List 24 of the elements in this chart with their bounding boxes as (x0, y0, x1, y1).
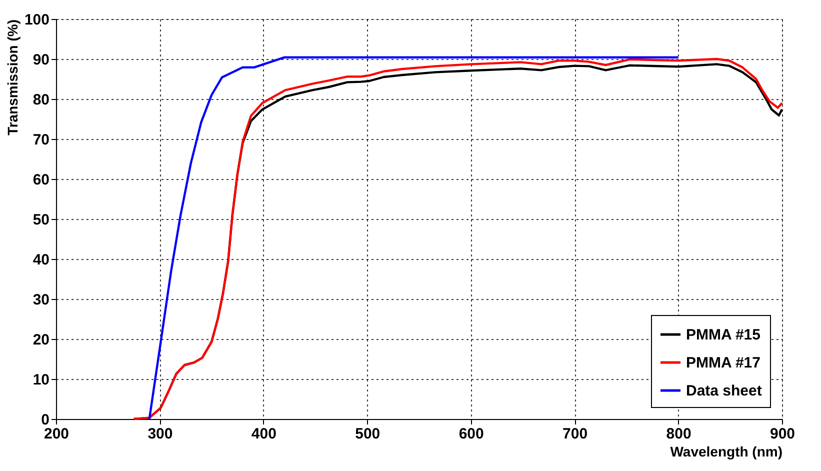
x-axis-title: Wavelength (nm) (670, 444, 782, 460)
y-tick-label: 90 (32, 52, 50, 68)
y-tick-label: 60 (32, 172, 50, 188)
legend-label: Data sheet (686, 382, 762, 400)
x-tick-label: 400 (251, 426, 276, 442)
y-tick-label: 20 (32, 332, 50, 348)
y-tick-label: 30 (32, 292, 50, 308)
y-tick-label: 80 (32, 92, 50, 108)
x-tick-label: 300 (148, 426, 173, 442)
y-tick-label: 10 (32, 372, 50, 388)
y-tick-label: 70 (32, 132, 50, 148)
x-tick-label: 500 (355, 426, 380, 442)
y-tick-label: 50 (32, 212, 50, 228)
y-tick-label: 40 (32, 252, 50, 268)
x-tick-label: 200 (44, 426, 70, 442)
y-axis-title: Transmission (%) (4, 20, 20, 136)
legend-label: PMMA #17 (686, 354, 760, 372)
x-tick-label: 600 (458, 426, 484, 442)
x-tick-label: 700 (562, 426, 588, 442)
x-tick-label: 800 (666, 426, 692, 442)
legend-label: PMMA #15 (686, 326, 760, 344)
x-tick-label: 900 (770, 426, 796, 442)
y-tick-label: 0 (41, 412, 50, 428)
y-tick-label: 100 (24, 12, 50, 28)
